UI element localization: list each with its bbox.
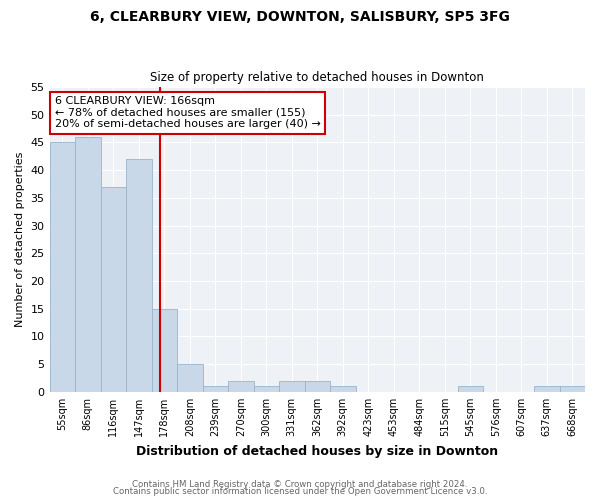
Text: Contains HM Land Registry data © Crown copyright and database right 2024.: Contains HM Land Registry data © Crown c… (132, 480, 468, 489)
Bar (101, 187, 126, 392)
Bar (228, 381, 254, 392)
Bar (330, 386, 356, 392)
Bar (305, 381, 330, 392)
Bar (152, 309, 177, 392)
Title: Size of property relative to detached houses in Downton: Size of property relative to detached ho… (151, 72, 484, 85)
Bar (50, 142, 75, 392)
Bar (279, 381, 305, 392)
Text: 6 CLEARBURY VIEW: 166sqm
← 78% of detached houses are smaller (155)
20% of semi-: 6 CLEARBURY VIEW: 166sqm ← 78% of detach… (55, 96, 321, 130)
Bar (126, 159, 152, 392)
Text: 6, CLEARBURY VIEW, DOWNTON, SALISBURY, SP5 3FG: 6, CLEARBURY VIEW, DOWNTON, SALISBURY, S… (90, 10, 510, 24)
Bar (75, 137, 101, 392)
X-axis label: Distribution of detached houses by size in Downton: Distribution of detached houses by size … (136, 444, 499, 458)
Y-axis label: Number of detached properties: Number of detached properties (15, 152, 25, 327)
Bar (560, 386, 585, 392)
Text: Contains public sector information licensed under the Open Government Licence v3: Contains public sector information licen… (113, 487, 487, 496)
Bar (458, 386, 483, 392)
Bar (534, 386, 560, 392)
Bar (203, 386, 228, 392)
Bar (177, 364, 203, 392)
Bar (254, 386, 279, 392)
